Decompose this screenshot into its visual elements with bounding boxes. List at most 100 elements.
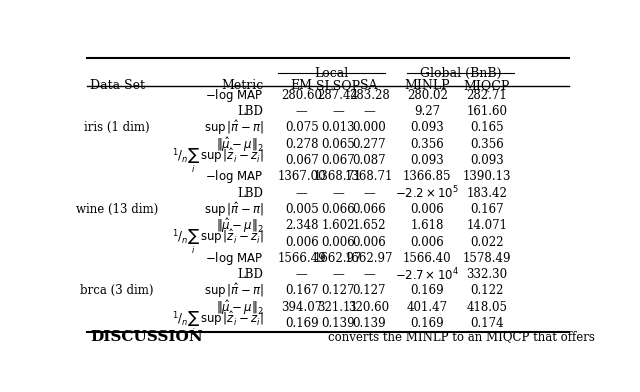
- Text: wine (13 dim): wine (13 dim): [76, 203, 158, 216]
- Text: 0.093: 0.093: [410, 154, 444, 167]
- Text: 0.066: 0.066: [352, 203, 386, 216]
- Text: 0.006: 0.006: [410, 236, 444, 249]
- Text: $-\log\,\mathrm{MAP}$: $-\log\,\mathrm{MAP}$: [205, 250, 264, 267]
- Text: SLSQP: SLSQP: [316, 79, 360, 92]
- Text: —: —: [332, 268, 344, 281]
- Text: $\mathrm{sup}\,|\hat{\pi}-\pi|$: $\mathrm{sup}\,|\hat{\pi}-\pi|$: [204, 118, 264, 138]
- Text: 280.02: 280.02: [407, 89, 447, 102]
- Text: 1.618: 1.618: [410, 219, 444, 232]
- Text: Local: Local: [315, 67, 349, 80]
- Text: $\mathrm{sup}\,|\hat{\pi}-\pi|$: $\mathrm{sup}\,|\hat{\pi}-\pi|$: [204, 200, 264, 219]
- Text: converts the MINLP to an MIQCP that offers: converts the MINLP to an MIQCP that offe…: [328, 330, 595, 343]
- Text: 0.006: 0.006: [410, 203, 444, 216]
- Text: 0.127: 0.127: [321, 285, 355, 298]
- Text: 287.44: 287.44: [317, 89, 358, 102]
- Text: $-2.2\times10^5$: $-2.2\times10^5$: [396, 185, 459, 201]
- Text: 1662.97: 1662.97: [314, 252, 362, 265]
- Text: 0.000: 0.000: [352, 122, 386, 134]
- Text: 9.27: 9.27: [414, 105, 440, 118]
- Text: 0.278: 0.278: [285, 138, 319, 151]
- Text: 0.356: 0.356: [410, 138, 444, 151]
- Text: 0.065: 0.065: [321, 138, 355, 151]
- Text: 1390.13: 1390.13: [463, 171, 511, 183]
- Text: $^{1}/_{n}\sum_i\,\mathrm{sup}\,|\hat{z}_i-z_i|$: $^{1}/_{n}\sum_i\,\mathrm{sup}\,|\hat{z}…: [172, 228, 264, 256]
- Text: $^{1}/_{n}\sum_i\,\mathrm{sup}\,|\hat{z}_i-z_i|$: $^{1}/_{n}\sum_i\,\mathrm{sup}\,|\hat{z}…: [172, 147, 264, 175]
- Text: 0.022: 0.022: [470, 236, 504, 249]
- Text: $\mathrm{sup}\,|\hat{\pi}-\pi|$: $\mathrm{sup}\,|\hat{\pi}-\pi|$: [204, 281, 264, 300]
- Text: 0.087: 0.087: [353, 154, 386, 167]
- Text: 418.05: 418.05: [466, 301, 508, 314]
- Text: —: —: [364, 105, 375, 118]
- Text: $-2.7\times10^4$: $-2.7\times10^4$: [396, 266, 459, 283]
- Text: 401.47: 401.47: [406, 301, 448, 314]
- Text: 0.169: 0.169: [410, 317, 444, 330]
- Text: 161.60: 161.60: [466, 105, 508, 118]
- Text: 2.348: 2.348: [285, 219, 319, 232]
- Text: 0.006: 0.006: [321, 236, 355, 249]
- Text: 320.60: 320.60: [349, 301, 390, 314]
- Text: 0.174: 0.174: [470, 317, 504, 330]
- Text: Global (BnB): Global (BnB): [420, 67, 501, 80]
- Text: 183.42: 183.42: [467, 187, 507, 200]
- Text: MIQCP: MIQCP: [463, 79, 510, 92]
- Text: —: —: [296, 105, 308, 118]
- Text: 283.28: 283.28: [349, 89, 390, 102]
- Text: 1662.97: 1662.97: [345, 252, 394, 265]
- Text: 0.165: 0.165: [470, 122, 504, 134]
- Text: 0.066: 0.066: [321, 203, 355, 216]
- Text: 0.169: 0.169: [285, 317, 319, 330]
- Text: —: —: [296, 187, 308, 200]
- Text: Metric: Metric: [221, 79, 264, 92]
- Text: 1.652: 1.652: [353, 219, 386, 232]
- Text: 0.067: 0.067: [285, 154, 319, 167]
- Text: 0.006: 0.006: [352, 236, 386, 249]
- Text: 0.013: 0.013: [321, 122, 355, 134]
- Text: 1367.00: 1367.00: [277, 171, 326, 183]
- Text: —: —: [332, 187, 344, 200]
- Text: 0.093: 0.093: [410, 122, 444, 134]
- Text: 0.356: 0.356: [470, 138, 504, 151]
- Text: 0.067: 0.067: [321, 154, 355, 167]
- Text: 0.167: 0.167: [470, 203, 504, 216]
- Text: $\|\hat{\mu}-\mu\|_2$: $\|\hat{\mu}-\mu\|_2$: [216, 216, 264, 235]
- Text: MINLP: MINLP: [404, 79, 450, 92]
- Text: 1566.49: 1566.49: [277, 252, 326, 265]
- Text: 1.602: 1.602: [321, 219, 355, 232]
- Text: 0.075: 0.075: [285, 122, 319, 134]
- Text: $\|\hat{\mu}-\mu\|_2$: $\|\hat{\mu}-\mu\|_2$: [216, 135, 264, 154]
- Text: $-\log\,\mathrm{MAP}$: $-\log\,\mathrm{MAP}$: [205, 87, 264, 104]
- Text: DISCUSSION: DISCUSSION: [90, 330, 202, 344]
- Text: 0.005: 0.005: [285, 203, 319, 216]
- Text: —: —: [364, 268, 375, 281]
- Text: LBD: LBD: [237, 187, 264, 200]
- Text: 0.127: 0.127: [353, 285, 386, 298]
- Text: 394.07: 394.07: [281, 301, 323, 314]
- Text: 1368.71: 1368.71: [314, 171, 362, 183]
- Text: EM: EM: [291, 79, 313, 92]
- Text: $^{1}/_{n}\sum_i\,\mathrm{sup}\,|\hat{z}_i-z_i|$: $^{1}/_{n}\sum_i\,\mathrm{sup}\,|\hat{z}…: [172, 309, 264, 338]
- Text: 0.169: 0.169: [410, 285, 444, 298]
- Text: 321.11: 321.11: [317, 301, 358, 314]
- Text: iris (1 dim): iris (1 dim): [84, 122, 150, 134]
- Text: Data Set: Data Set: [90, 79, 145, 92]
- Text: 0.006: 0.006: [285, 236, 319, 249]
- Text: 0.122: 0.122: [470, 285, 504, 298]
- Text: 14.071: 14.071: [466, 219, 508, 232]
- Text: —: —: [332, 105, 344, 118]
- Text: $-\log\,\mathrm{MAP}$: $-\log\,\mathrm{MAP}$: [205, 168, 264, 185]
- Text: brca (3 dim): brca (3 dim): [81, 285, 154, 298]
- Text: $\|\hat{\mu}-\mu\|_2$: $\|\hat{\mu}-\mu\|_2$: [216, 298, 264, 317]
- Text: 1368.71: 1368.71: [345, 171, 394, 183]
- Text: —: —: [296, 268, 308, 281]
- Text: 0.139: 0.139: [321, 317, 355, 330]
- Text: 280.60: 280.60: [281, 89, 322, 102]
- Text: 0.277: 0.277: [353, 138, 386, 151]
- Text: 1578.49: 1578.49: [463, 252, 511, 265]
- Text: 1366.85: 1366.85: [403, 171, 451, 183]
- Text: LBD: LBD: [237, 268, 264, 281]
- Text: 332.30: 332.30: [466, 268, 508, 281]
- Text: 1566.40: 1566.40: [403, 252, 451, 265]
- Text: —: —: [364, 187, 375, 200]
- Text: SA: SA: [360, 79, 378, 92]
- Text: 0.167: 0.167: [285, 285, 319, 298]
